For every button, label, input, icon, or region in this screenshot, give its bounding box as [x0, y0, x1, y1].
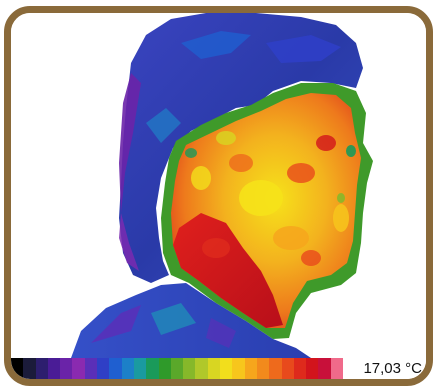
image-frame: 17,03 °C [4, 6, 433, 386]
temperature-readout: 17,03 °C [343, 358, 426, 379]
scale-swatch [121, 358, 134, 379]
scale-swatch [232, 358, 245, 379]
scale-swatch [60, 358, 73, 379]
color-scale-bar [11, 358, 344, 379]
scale-swatch [84, 358, 98, 379]
scale-swatch [133, 358, 147, 379]
scale-swatch [220, 358, 233, 379]
scale-swatch [35, 358, 48, 379]
temperature-scale: 17,03 °C [11, 358, 426, 379]
scale-swatch [195, 358, 208, 379]
scale-swatch [256, 358, 270, 379]
scale-swatch [207, 358, 221, 379]
scale-swatch [170, 358, 184, 379]
scale-swatch [23, 358, 36, 379]
scale-swatch [109, 358, 122, 379]
scale-swatch [330, 358, 344, 379]
scale-swatch [318, 358, 331, 379]
scale-swatch [146, 358, 159, 379]
scale-swatch [269, 358, 282, 379]
scale-swatch [11, 358, 24, 379]
scale-swatch [158, 358, 171, 379]
scale-swatch [306, 358, 319, 379]
scale-swatch [97, 358, 110, 379]
scale-swatch [47, 358, 61, 379]
scale-swatch [244, 358, 257, 379]
scale-swatch [281, 358, 294, 379]
scale-swatch [293, 358, 307, 379]
scale-swatch [183, 358, 196, 379]
thermal-image [11, 13, 426, 358]
scale-swatch [72, 358, 85, 379]
hair-region [119, 13, 363, 283]
neck-region [173, 213, 283, 328]
